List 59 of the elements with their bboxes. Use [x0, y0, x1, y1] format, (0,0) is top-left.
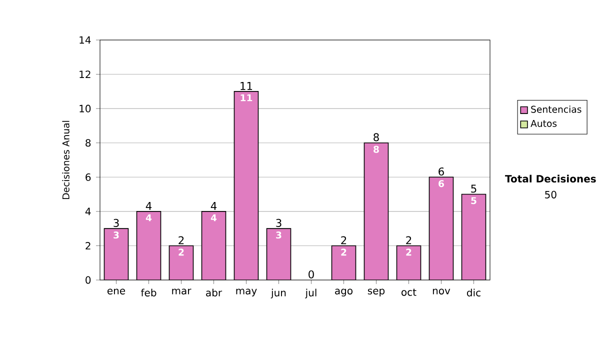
text: 50: [545, 190, 556, 198]
total-label: 4: [210, 202, 217, 210]
bar: [104, 228, 128, 280]
y-tick-label: 12: [80, 70, 90, 78]
x-tick-label: oct: [402, 288, 416, 296]
y-tick-label: 10: [80, 104, 91, 112]
data-label: 3: [276, 232, 282, 239]
data-label: 6: [438, 180, 444, 188]
data-label: 5: [471, 197, 476, 204]
x-tick-label: feb: [140, 288, 156, 296]
data-label: 8: [374, 146, 379, 153]
y-tick-label: 4: [85, 208, 91, 216]
y-tick-label: 6: [86, 173, 91, 181]
x-tick-label: mar: [172, 288, 192, 294]
bar: [136, 211, 161, 280]
bar: [202, 211, 226, 280]
data-label: 3: [114, 232, 119, 239]
data-label: 2: [178, 248, 184, 256]
bar: [428, 176, 454, 280]
bar: [331, 245, 356, 280]
x-tick-label: jul: [305, 288, 316, 298]
bar: [169, 246, 194, 280]
total-label: 0: [308, 270, 314, 278]
total-label: 4: [146, 202, 152, 210]
x-tick-label: ago: [335, 288, 352, 296]
x-tick-label: nov: [432, 288, 450, 294]
bar: [461, 194, 486, 280]
bar: [396, 245, 422, 280]
total-label: 6: [438, 167, 444, 176]
bar: [364, 142, 389, 280]
data-label: 11: [240, 94, 252, 102]
total-label: 2: [406, 236, 412, 244]
y-tick-label: 14: [80, 36, 91, 44]
x-tick-label: abr: [206, 288, 222, 296]
x-tick-label: ene: [107, 288, 126, 294]
total-label: 5: [471, 184, 476, 193]
y-tick-label: 0: [86, 276, 91, 284]
bar: [234, 91, 258, 280]
bar: [266, 228, 291, 280]
x-tick-label: sep: [368, 288, 385, 296]
data-label: 4: [210, 214, 217, 222]
y-tick-label: 2: [86, 242, 90, 250]
legend-label: Autos: [530, 120, 557, 127]
data-label: 2: [341, 248, 346, 256]
total-label: 3: [276, 218, 282, 227]
data-label: 2: [406, 248, 412, 256]
total-label: 2: [178, 236, 184, 244]
total-label: 8: [374, 133, 379, 142]
x-tick-label: dic: [466, 288, 480, 296]
x-tick-label: may: [236, 288, 257, 296]
total-label: 11: [240, 82, 252, 90]
y-tick-label: 8: [86, 139, 91, 147]
total-label: 3: [114, 218, 119, 227]
legend-label: Sentencias: [531, 106, 582, 113]
data-label: 4: [146, 214, 152, 222]
text: Total Decisiones: [505, 174, 596, 183]
y-axis-title: Decisiones Anual: [62, 120, 70, 199]
x-tick-label: jun: [270, 288, 286, 298]
total-label: 2: [341, 236, 346, 244]
